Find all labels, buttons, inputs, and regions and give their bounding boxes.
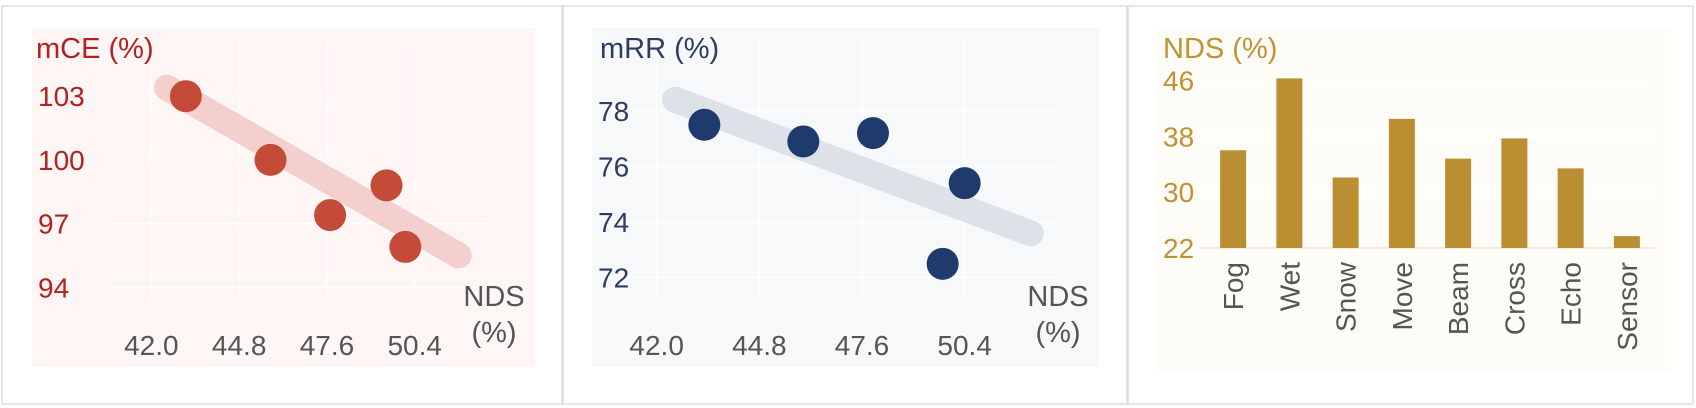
mce-y-tick-label: 103 <box>38 81 85 112</box>
nds-bars <box>1220 78 1640 249</box>
mce-x-tick-label: 47.6 <box>300 330 355 361</box>
mrr-x-tick-label: 47.6 <box>835 330 890 361</box>
nds-y-tick-label: 38 <box>1163 121 1194 152</box>
nds-y-tick-label: 22 <box>1163 233 1194 264</box>
nds-category-label: Sensor <box>1612 262 1643 351</box>
mce-x-tick-label: 50.4 <box>387 330 442 361</box>
mrr-plot-background <box>592 28 1099 367</box>
mrr-data-point <box>787 125 820 158</box>
mrr-y-tick-label: 72 <box>598 263 629 294</box>
mrr-x-tick-label: 50.4 <box>937 330 992 361</box>
mrr-data-point <box>926 247 959 280</box>
mrr-y-axis-label: mRR (%) <box>600 33 719 65</box>
mce-y-ticks: 94 97 100 103 <box>38 81 85 303</box>
mce-plot-background <box>32 28 535 367</box>
nds-y-ticks: 22 30 38 46 <box>1163 65 1194 264</box>
mce-y-tick-label: 97 <box>38 209 69 240</box>
mrr-points <box>688 108 981 280</box>
nds-category-label: Beam <box>1443 262 1474 335</box>
mce-x-ticks: 42.0 44.8 47.6 50.4 <box>124 330 442 361</box>
nds-category-label: Cross <box>1499 262 1530 335</box>
nds-category-label: Snow <box>1331 261 1362 332</box>
mrr-data-point <box>948 167 981 200</box>
mce-y-tick-label: 100 <box>38 145 85 176</box>
mce-x-tick-label: 44.8 <box>212 330 267 361</box>
nds-bar <box>1613 236 1640 248</box>
mrr-y-ticks: 72 74 76 78 <box>598 96 629 294</box>
nds-x-ticks: Fog Wet Snow Move Beam Cross Echo Sensor <box>1218 261 1643 350</box>
mce-data-point <box>370 169 403 202</box>
mce-points <box>169 80 422 263</box>
mce-x-tick-label: 42.0 <box>124 330 179 361</box>
mrr-y-tick-label: 74 <box>598 207 629 238</box>
mrr-x-ticks: 42.0 44.8 47.6 50.4 <box>629 330 992 361</box>
mrr-trend-line <box>662 86 1044 247</box>
mrr-x-tick-label: 42.0 <box>629 330 684 361</box>
nds-y-axis-label: NDS (%) <box>1163 33 1277 65</box>
mce-data-point <box>169 80 202 113</box>
mce-y-axis-label: mCE (%) <box>36 33 154 65</box>
nds-category-label: Move <box>1387 262 1418 330</box>
mrr-y-tick-label: 78 <box>598 96 629 127</box>
mce-data-point <box>254 143 287 176</box>
nds-bar <box>1332 177 1359 248</box>
nds-bar <box>1276 78 1303 249</box>
mce-y-tick-label: 94 <box>38 272 69 303</box>
mrr-data-point <box>857 117 889 150</box>
mce-panel: 94 97 100 103 42.0 44.8 47.6 50.4 mCE (%… <box>1 5 563 405</box>
nds-y-tick-label: 46 <box>1163 65 1194 96</box>
mrr-x-tick-label: 44.8 <box>732 330 787 361</box>
mce-x-axis-label: NDS (%) <box>463 281 524 349</box>
mrr-panel: 72 74 76 78 42.0 44.8 47.6 50.4 mRR (%) … <box>562 5 1128 405</box>
mrr-y-tick-label: 76 <box>598 151 629 182</box>
nds-category-label: Echo <box>1556 262 1587 326</box>
nds-bar <box>1501 138 1528 248</box>
nds-bar <box>1220 150 1247 248</box>
mce-data-point <box>389 230 422 263</box>
mce-data-point <box>314 199 347 232</box>
nds-bar <box>1557 168 1584 248</box>
mce-trend-line <box>154 74 472 269</box>
nds-bar <box>1445 158 1472 248</box>
nds-y-tick-label: 30 <box>1163 177 1194 208</box>
nds-category-label: Fog <box>1218 262 1249 310</box>
nds-bar <box>1388 118 1415 248</box>
nds-panel: 22 30 38 46 Fog Wet Snow Move Beam Cross… <box>1127 5 1694 405</box>
mrr-data-point <box>688 108 721 141</box>
nds-category-label: Wet <box>1274 262 1305 311</box>
mrr-x-axis-label: NDS (%) <box>1027 281 1088 349</box>
